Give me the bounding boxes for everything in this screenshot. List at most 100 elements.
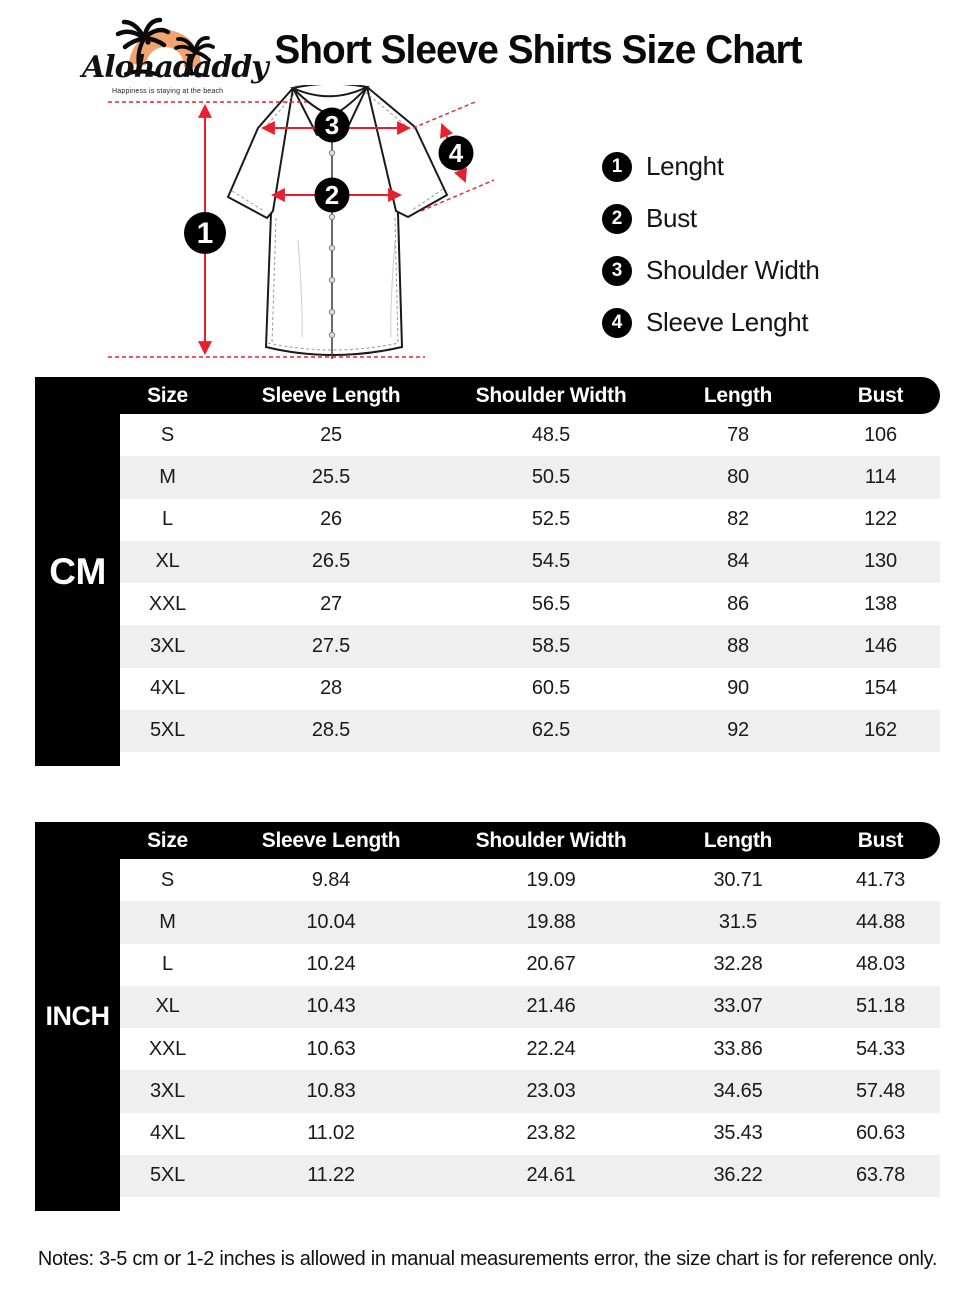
size-cell: 3XL	[150, 634, 185, 657]
value-cell: 122	[864, 508, 897, 531]
value-cell: 41.73	[855, 868, 906, 891]
value-cell: 52.5	[531, 508, 571, 531]
unit-band: INCH	[35, 822, 120, 1211]
value-cell: 62.5	[531, 719, 571, 742]
size-cell: XXL	[148, 592, 187, 615]
value-cell: 51.18	[855, 995, 906, 1018]
table-header-row: Size Sleeve Length Shoulder Width Length Bus…	[35, 822, 940, 859]
value-cell: 11.02	[307, 1122, 355, 1145]
size-cell: 5XL	[150, 1164, 185, 1187]
brand-logo: Alohadaddy Happiness is staying at the b…	[82, 12, 269, 100]
column-header: Sleeve Length	[261, 383, 401, 407]
value-cell: 32.28	[713, 953, 763, 976]
column-header: Shoulder Width	[475, 828, 627, 852]
value-cell: 80	[727, 465, 749, 488]
value-cell: 90	[727, 677, 749, 700]
value-cell: 28	[320, 677, 342, 700]
table-row: S 25 48.5 78 106	[120, 414, 940, 457]
value-cell: 54.33	[855, 1037, 906, 1060]
marker-3: 3	[325, 110, 339, 140]
size-table-inch: INCH Size Sleeve Length Shoulder Width Leng…	[35, 822, 940, 1211]
column-header: Length	[703, 828, 773, 852]
table-row: XXL 10.63 22.24 33.86 54.33	[120, 1028, 940, 1071]
value-cell: 33.86	[713, 1037, 763, 1060]
value-cell: 28.5	[311, 719, 351, 742]
table-row: 5XL 11.22 24.61 36.22 63.78	[120, 1154, 940, 1197]
legend-label: Bust	[646, 203, 697, 233]
value-cell: 36.22	[713, 1164, 763, 1187]
value-cell: 30.71	[713, 868, 763, 891]
size-cell: L	[162, 508, 173, 531]
page-title: Short Sleeve Shirts Size Chart	[274, 28, 802, 72]
value-cell: 21.46	[526, 995, 576, 1018]
value-cell: 10.43	[306, 995, 356, 1018]
value-cell: 10.24	[306, 953, 356, 976]
legend-badge-3: 3	[602, 255, 632, 286]
value-cell: 26	[320, 508, 342, 531]
table-row: XL 10.43 21.46 33.07 51.18	[120, 985, 940, 1028]
table-row: 3XL 27.5 58.5 88 146	[120, 625, 940, 668]
value-cell: 11.22	[307, 1164, 355, 1187]
table-header-row: Size Sleeve Length Shoulder Width Length Bus…	[35, 377, 940, 414]
measurement-legend: 1 Lenght 2 Bust 3 Shoulder Width 4 Sleev…	[602, 146, 932, 354]
size-cell: XL	[155, 995, 180, 1018]
value-cell: 130	[864, 550, 897, 573]
marker-4: 4	[449, 138, 464, 168]
table-body: S 25 48.5 78 106 M 25.5 50.5 80 114 L 26 52.5 82 122 XL…	[120, 414, 940, 752]
table-row: XL 26.5 54.5 84 130	[120, 540, 940, 583]
value-cell: 48.03	[855, 953, 906, 976]
legend-item-sleeve-length: 4 Sleeve Lenght	[602, 302, 932, 343]
value-cell: 57.48	[855, 1079, 906, 1102]
legend-badge-1: 1	[602, 151, 632, 182]
legend-badge-2: 2	[602, 203, 632, 234]
unit-label: INCH	[45, 1001, 111, 1031]
size-cell: M	[159, 465, 176, 488]
value-cell: 24.61	[526, 1164, 576, 1187]
value-cell: 27	[320, 592, 342, 615]
table-row: M 10.04 19.88 31.5 44.88	[120, 901, 940, 944]
value-cell: 106	[864, 423, 897, 446]
size-table-cm: CM Size Sleeve Length Shoulder Width Length…	[35, 377, 940, 766]
table-row: S 9.84 19.09 30.71 41.73	[120, 859, 940, 902]
value-cell: 19.09	[526, 868, 576, 891]
table-row: M 25.5 50.5 80 114	[120, 456, 940, 499]
value-cell: 9.84	[311, 868, 351, 891]
value-cell: 10.04	[306, 910, 356, 933]
diagram-markers: 1 2 3 4	[184, 107, 474, 254]
column-header: Sleeve Length	[261, 828, 401, 852]
column-header: Bust	[857, 383, 904, 407]
value-cell: 86	[727, 592, 749, 615]
value-cell: 50.5	[531, 465, 571, 488]
value-cell: 19.88	[526, 910, 576, 933]
value-cell: 88	[727, 634, 749, 657]
table-row: L 10.24 20.67 32.28 48.03	[120, 943, 940, 986]
palm-tree-right-icon	[174, 36, 215, 77]
value-cell: 26.5	[311, 550, 351, 573]
size-cell: 4XL	[150, 677, 185, 700]
table-row: 4XL 11.02 23.82 35.43 60.63	[120, 1112, 940, 1155]
table-row: 5XL 28.5 62.5 92 162	[120, 709, 940, 752]
size-cell: 4XL	[150, 1122, 185, 1145]
unit-band: CM	[35, 377, 120, 766]
brand-tagline: Happiness is staying at the beach	[112, 88, 224, 95]
value-cell: 146	[864, 634, 897, 657]
value-cell: 20.67	[526, 953, 576, 976]
table-row: 3XL 10.83 23.03 34.65 57.48	[120, 1070, 940, 1113]
shirt-diagram: 1 2 3 4	[95, 82, 500, 377]
column-header: Shoulder Width	[475, 383, 627, 407]
value-cell: 60.5	[531, 677, 571, 700]
column-header: Length	[703, 383, 773, 407]
value-cell: 10.63	[306, 1037, 356, 1060]
value-cell: 92	[727, 719, 749, 742]
value-cell: 58.5	[531, 634, 571, 657]
unit-label: CM	[49, 550, 106, 592]
value-cell: 56.5	[531, 592, 571, 615]
size-cell: 5XL	[150, 719, 185, 742]
marker-1: 1	[197, 217, 214, 250]
value-cell: 22.24	[526, 1037, 576, 1060]
crease-lines	[297, 239, 396, 338]
value-cell: 48.5	[531, 423, 571, 446]
value-cell: 25.5	[311, 465, 351, 488]
value-cell: 138	[864, 592, 897, 615]
notes-text: Notes: 3-5 cm or 1-2 inches is allowed i…	[37, 1248, 938, 1270]
